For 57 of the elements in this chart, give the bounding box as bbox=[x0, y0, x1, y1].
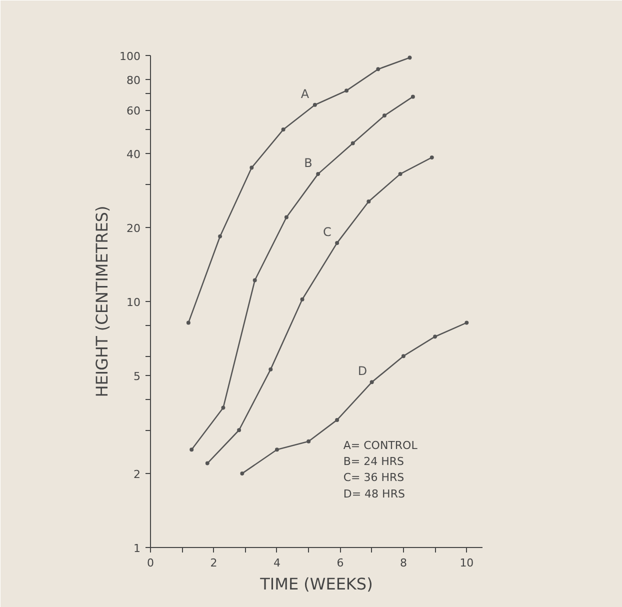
y-tick-label: 80 bbox=[126, 74, 141, 87]
point bbox=[268, 367, 273, 372]
point bbox=[190, 448, 194, 452]
point bbox=[408, 56, 412, 60]
point bbox=[350, 141, 355, 146]
point bbox=[306, 439, 311, 444]
x-axis-title: TIME (WEEKS) bbox=[259, 574, 373, 594]
point bbox=[240, 471, 244, 476]
point bbox=[205, 461, 210, 466]
series-label: D bbox=[358, 364, 368, 378]
point bbox=[335, 240, 340, 245]
point bbox=[430, 155, 434, 160]
y-tick-label: 60 bbox=[126, 104, 141, 118]
point bbox=[398, 172, 402, 176]
series-label: C bbox=[323, 224, 332, 239]
y-axis-title: HEIGHT (CENTIMETRES) bbox=[92, 206, 112, 398]
point bbox=[250, 166, 254, 170]
point bbox=[252, 278, 257, 282]
annotation: A= CONTROL bbox=[343, 438, 418, 452]
point bbox=[366, 199, 371, 204]
point bbox=[218, 234, 222, 238]
y-tick-label: 10 bbox=[126, 296, 141, 309]
x-tick-label: 2 bbox=[210, 556, 218, 570]
y-tick-label: 2 bbox=[134, 468, 140, 481]
x-tick-label: 0 bbox=[147, 556, 154, 570]
point bbox=[464, 320, 469, 325]
series-label: A bbox=[300, 86, 310, 101]
annotation: B= 24 HRS bbox=[343, 455, 404, 468]
x-tick-label: 6 bbox=[336, 556, 344, 570]
point bbox=[300, 297, 304, 302]
y-tick-label: 5 bbox=[134, 370, 140, 384]
y-tick-label: 40 bbox=[126, 148, 141, 161]
point bbox=[344, 88, 349, 93]
point bbox=[312, 102, 317, 107]
point bbox=[433, 334, 438, 339]
point bbox=[221, 406, 226, 410]
point bbox=[237, 428, 242, 432]
x-tick-label: 10 bbox=[460, 556, 474, 570]
y-tick-label: 20 bbox=[126, 222, 141, 235]
annotation: D= 48 HRS bbox=[343, 487, 405, 500]
y-tick-label: 100 bbox=[120, 50, 141, 63]
point bbox=[370, 380, 374, 384]
point bbox=[186, 320, 190, 325]
y-tick-label: 1 bbox=[134, 542, 140, 555]
point bbox=[281, 128, 286, 132]
point bbox=[316, 172, 320, 176]
point bbox=[401, 354, 406, 358]
series-label: B bbox=[304, 156, 312, 170]
point bbox=[410, 94, 415, 99]
x-tick-label: 4 bbox=[273, 556, 280, 570]
point bbox=[382, 114, 386, 118]
x-tick-label: 8 bbox=[400, 556, 407, 570]
point bbox=[274, 448, 279, 452]
point bbox=[284, 215, 288, 220]
point bbox=[376, 67, 380, 72]
point bbox=[335, 418, 340, 422]
annotation: C= 36 HRS bbox=[343, 471, 404, 484]
